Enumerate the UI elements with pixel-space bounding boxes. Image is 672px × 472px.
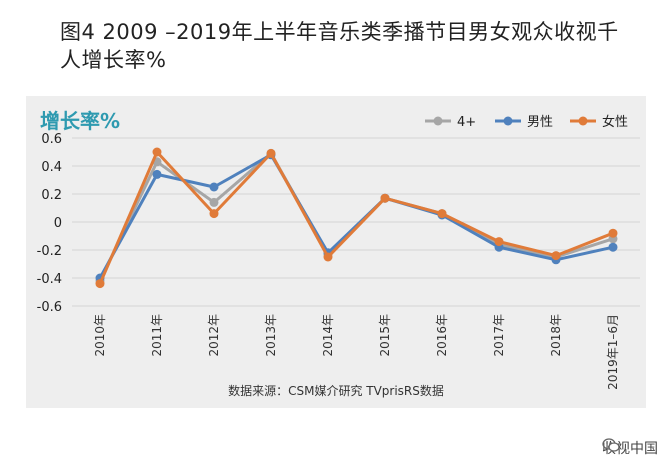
y-tick-label: -0.2 xyxy=(37,244,62,259)
data-point xyxy=(209,182,219,192)
data-point xyxy=(209,209,219,219)
data-point xyxy=(494,237,504,247)
y-tick-label: -0.4 xyxy=(37,272,62,287)
x-tick-label: 2017年 xyxy=(492,314,506,357)
chart-title: 图4 2009 –2019年上半年音乐类季播节目男女观众收视千人增长率% xyxy=(60,20,619,72)
x-tick-label: 2011年 xyxy=(150,314,164,357)
legend-label: 男性 xyxy=(527,115,553,130)
x-tick-label: 2014年 xyxy=(321,314,335,357)
legend-label: 4+ xyxy=(457,115,476,130)
legend-label: 女性 xyxy=(602,114,628,130)
data-point xyxy=(608,242,618,252)
x-tick-label: 2019年1–6月 xyxy=(606,314,620,390)
data-point xyxy=(380,193,390,203)
legend-swatch-marker xyxy=(433,116,443,126)
data-point xyxy=(95,279,105,289)
data-point xyxy=(551,251,561,261)
wechat-icon xyxy=(602,438,620,452)
x-tick-label: 2013年 xyxy=(264,314,278,357)
y-tick-label: 0.2 xyxy=(41,188,62,203)
data-point xyxy=(323,252,333,262)
data-point xyxy=(608,228,618,238)
y-tick-label: -0.6 xyxy=(37,300,62,315)
data-point xyxy=(437,209,447,219)
data-point xyxy=(152,147,162,157)
y-axis-label: 增长率% xyxy=(40,109,120,133)
watermark: 收视中国 xyxy=(602,438,658,458)
y-tick-label: 0 xyxy=(54,216,62,231)
legend-swatch-marker xyxy=(503,116,513,126)
y-tick-label: 0.6 xyxy=(41,132,62,147)
data-source: 数据来源：CSM媒介研究 TVprisRS数据 xyxy=(228,384,444,398)
series-line-3 xyxy=(98,150,614,285)
data-point xyxy=(209,197,219,207)
data-point xyxy=(152,169,162,179)
x-tick-label: 2016年 xyxy=(435,314,449,357)
data-point xyxy=(266,148,276,158)
x-tick-label: 2015年 xyxy=(378,314,392,357)
legend-swatch-marker xyxy=(578,116,588,126)
x-tick-label: 2010年 xyxy=(93,314,107,357)
x-tick-label: 2012年 xyxy=(207,314,221,357)
x-tick-label: 2018年 xyxy=(549,314,563,357)
y-tick-label: 0.4 xyxy=(41,160,62,175)
